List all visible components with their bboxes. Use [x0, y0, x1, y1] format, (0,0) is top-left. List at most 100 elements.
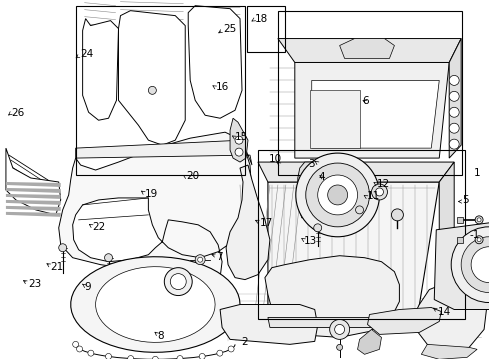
- Circle shape: [471, 247, 490, 283]
- Polygon shape: [265, 256, 399, 337]
- Circle shape: [235, 136, 243, 144]
- Circle shape: [371, 184, 388, 200]
- Circle shape: [318, 175, 358, 215]
- Circle shape: [152, 356, 158, 360]
- Text: 14: 14: [438, 307, 451, 317]
- Circle shape: [306, 163, 369, 227]
- Text: -1: -1: [469, 230, 480, 240]
- Circle shape: [148, 86, 156, 94]
- Circle shape: [475, 236, 483, 244]
- Polygon shape: [415, 280, 487, 351]
- Text: 20: 20: [186, 171, 199, 181]
- Polygon shape: [59, 132, 252, 307]
- Text: 21: 21: [51, 262, 64, 272]
- Bar: [457, 237, 463, 243]
- Text: 9: 9: [84, 282, 91, 292]
- Polygon shape: [75, 140, 252, 165]
- Circle shape: [475, 216, 483, 224]
- Polygon shape: [268, 182, 439, 318]
- Polygon shape: [6, 182, 61, 187]
- Circle shape: [302, 189, 309, 195]
- Circle shape: [177, 356, 183, 360]
- Polygon shape: [439, 162, 454, 318]
- Polygon shape: [6, 188, 61, 193]
- Polygon shape: [340, 39, 394, 58]
- Text: 4: 4: [318, 172, 325, 182]
- Polygon shape: [6, 148, 61, 215]
- Circle shape: [235, 148, 243, 156]
- Bar: [75, 6, 245, 175]
- Text: 13: 13: [304, 236, 317, 246]
- Polygon shape: [434, 223, 490, 310]
- Circle shape: [477, 238, 481, 242]
- Text: 22: 22: [93, 222, 106, 232]
- Text: 16: 16: [216, 82, 229, 92]
- Text: 17: 17: [260, 218, 273, 228]
- Polygon shape: [6, 206, 61, 211]
- Circle shape: [461, 237, 490, 293]
- Text: 1: 1: [473, 168, 480, 178]
- Polygon shape: [258, 162, 454, 182]
- Bar: [457, 217, 463, 223]
- Circle shape: [335, 324, 344, 334]
- Circle shape: [449, 75, 459, 85]
- Circle shape: [337, 345, 343, 350]
- Polygon shape: [358, 329, 382, 354]
- Polygon shape: [119, 11, 185, 145]
- Circle shape: [328, 185, 347, 205]
- Polygon shape: [310, 90, 360, 148]
- Polygon shape: [278, 39, 461, 62]
- Circle shape: [195, 255, 205, 265]
- Circle shape: [128, 356, 134, 360]
- Circle shape: [449, 91, 459, 101]
- Polygon shape: [298, 162, 315, 218]
- Circle shape: [375, 188, 384, 196]
- Text: 25: 25: [223, 24, 236, 35]
- Circle shape: [477, 218, 481, 222]
- Circle shape: [76, 346, 82, 352]
- Circle shape: [330, 319, 349, 339]
- Text: 2: 2: [242, 337, 248, 347]
- Text: 26: 26: [12, 108, 25, 118]
- Circle shape: [228, 346, 234, 352]
- Circle shape: [199, 354, 205, 359]
- Text: 8: 8: [157, 331, 164, 341]
- Text: 11: 11: [367, 191, 380, 201]
- Polygon shape: [71, 257, 240, 352]
- Circle shape: [449, 139, 459, 149]
- Circle shape: [197, 257, 203, 262]
- Polygon shape: [96, 267, 215, 342]
- Polygon shape: [6, 200, 61, 205]
- Circle shape: [105, 354, 112, 359]
- Text: 24: 24: [80, 49, 93, 59]
- Circle shape: [302, 201, 309, 208]
- Text: 5: 5: [462, 195, 469, 205]
- Circle shape: [296, 153, 379, 237]
- Bar: [247, 6, 285, 53]
- Text: 23: 23: [28, 279, 41, 289]
- Text: 3: 3: [308, 159, 315, 169]
- Circle shape: [314, 224, 322, 232]
- Circle shape: [171, 274, 186, 289]
- Polygon shape: [220, 305, 318, 345]
- Circle shape: [451, 227, 490, 302]
- Text: 6: 6: [362, 96, 369, 106]
- Polygon shape: [230, 118, 248, 162]
- Text: 10: 10: [269, 154, 282, 164]
- Circle shape: [104, 254, 113, 262]
- Text: 7: 7: [216, 252, 222, 262]
- Polygon shape: [6, 212, 61, 217]
- Text: 12: 12: [377, 179, 390, 189]
- Polygon shape: [188, 6, 242, 118]
- Circle shape: [73, 341, 78, 347]
- Circle shape: [59, 244, 67, 252]
- Polygon shape: [312, 80, 439, 148]
- Circle shape: [392, 209, 403, 221]
- Polygon shape: [83, 19, 119, 120]
- Polygon shape: [295, 62, 449, 158]
- Polygon shape: [268, 318, 417, 328]
- Text: 15: 15: [235, 132, 248, 142]
- Polygon shape: [421, 345, 477, 359]
- Circle shape: [449, 123, 459, 133]
- Circle shape: [164, 268, 192, 296]
